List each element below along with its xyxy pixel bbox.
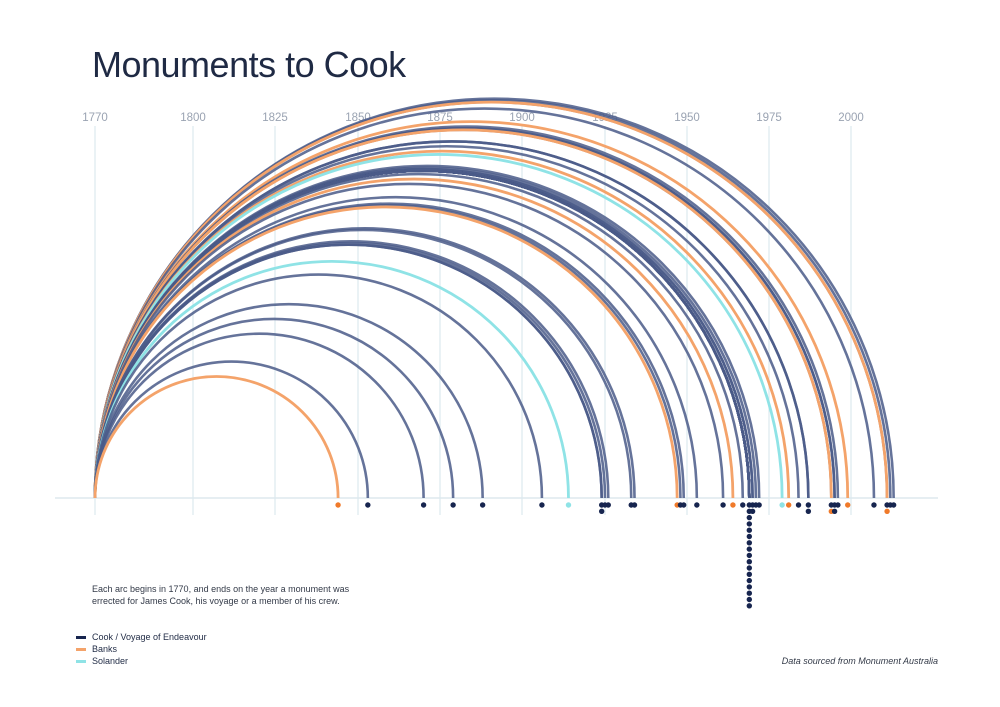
arc-cook-1924 [93,243,603,499]
arc-cook-1853 [93,360,370,499]
dot-cook-1969 [746,559,753,565]
legend: Cook / Voyage of Endeavour Banks Solande… [76,631,207,667]
dot-cook-1870 [420,502,427,508]
dot-cook-1888 [479,502,486,508]
legend-swatch-solander [76,659,86,663]
dot-cook-1969 [746,533,753,540]
dot-cook-1926 [605,502,611,508]
legend-item-cook: Cook / Voyage of Endeavour [76,631,207,643]
arc-banks-1844 [93,375,340,499]
chart-title: Monuments to Cook [92,44,406,85]
dot-cook-1969 [746,590,753,596]
arc-solander-1979 [93,153,784,499]
arc-cook-1961 [93,182,725,499]
x-tick-label: 1975 [756,112,782,124]
arc-cook-1879 [93,317,455,499]
dot-cook-1969 [746,565,753,571]
x-tick-label: 2000 [838,112,864,124]
legend-label-solander: Solander [92,656,129,666]
dot-cook-1949 [681,502,687,508]
dot-cook-1879 [450,502,456,508]
dot-cook-1987 [805,508,812,514]
dot-cook-1969 [746,603,753,609]
dot-cook-1969 [746,521,753,527]
dot-cook-1969 [746,571,753,577]
dot-cook-1972 [756,502,762,508]
dot-cook-1984 [795,502,802,508]
arc-cook-1870 [93,332,425,499]
dot-cook-1969 [746,527,753,533]
legend-label-banks: Banks [92,644,118,654]
arc-cook-1970 [93,167,754,499]
dot-banks-2011 [884,508,890,514]
data-source: Data sourced from Monument Australia [781,656,938,666]
dot-banks-1981 [785,502,792,508]
legend-label-cook: Cook / Voyage of Endeavour [92,632,207,642]
legend-swatch-cook [76,635,86,639]
dot-cook-1961 [720,502,726,508]
dots [335,502,897,609]
arc-banks-1994 [93,128,833,499]
dot-banks-1999 [845,502,851,508]
arc-cook-1970 [93,167,754,499]
dot-cook-2013 [890,502,897,508]
dot-solander-1914 [565,502,572,508]
arc-cook-2007 [93,107,876,499]
dot-cook-1953 [694,502,700,508]
arc-cook-1906 [93,273,544,499]
dot-cook-1906 [539,502,545,508]
dot-banks-1964 [730,502,736,508]
legend-item-solander: Solander [76,655,207,667]
dot-cook-1924 [598,508,605,514]
dot-cook-1970 [749,508,756,514]
x-tick-label: 1875 [427,112,453,124]
dot-cook-1934 [631,502,638,508]
x-tick-label: 1770 [82,112,108,124]
dot-banks-1844 [335,502,341,508]
arc-cook-1888 [93,302,484,499]
arc-cook-1972 [93,164,761,499]
dot-cook-1969 [746,584,753,590]
legend-item-banks: Banks [76,643,207,655]
arc-banks-1947 [93,205,679,499]
x-tick-label: 1900 [509,112,535,124]
legend-swatch-banks [76,647,86,651]
dot-solander-1979 [779,502,785,508]
x-tick-label: 1800 [180,112,206,124]
dot-cook-1969 [746,540,753,546]
dot-cook-1967 [740,502,746,508]
arc-solander-1914 [93,259,570,499]
chart-note: Each arc begins in 1770, and ends on the… [92,584,350,606]
arcs [93,97,895,499]
dot-cook-1996 [835,502,841,508]
dot-cook-1987 [805,502,812,508]
dot-cook-1853 [365,502,371,508]
dot-cook-1995 [831,508,838,514]
arc-cook-1994 [93,128,833,499]
dot-cook-1969 [746,546,753,552]
dot-cook-1969 [746,596,753,603]
dot-cook-1969 [746,552,753,559]
dot-cook-2007 [871,502,877,508]
dot-cook-1969 [746,577,753,584]
dot-cook-1969 [746,514,753,521]
x-tick-label: 1825 [262,112,288,124]
x-tick-label: 1950 [674,112,700,124]
